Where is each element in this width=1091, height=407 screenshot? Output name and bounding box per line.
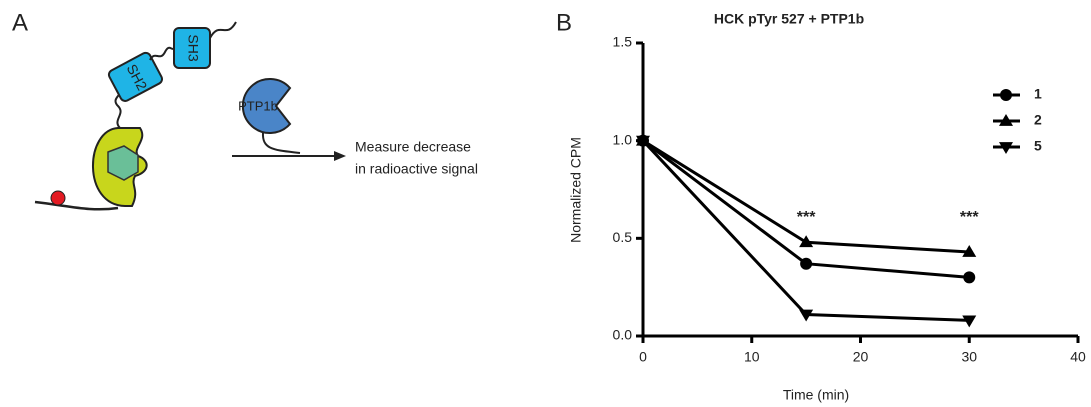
readout-text: in radioactive signal [355,161,478,177]
data-point [962,245,977,257]
diagram: SH2 SH3 PTP1b Measure decrease in radioa… [34,21,478,211]
enzyme-label: PTP1b [238,98,278,113]
y-tick-label: 1.5 [613,34,633,50]
x-tick-label: 20 [853,349,869,365]
y-axis-label: Normalized CPM [568,137,584,243]
connector [261,132,301,154]
panel-label: A [12,9,28,36]
annotation: *** [960,209,979,226]
linker [34,200,119,211]
sh3-domain [173,27,211,69]
y-tick-label: 1.0 [613,131,633,147]
tail [209,21,237,39]
data-point [963,271,976,284]
phospho-site [50,190,66,206]
legend-marker [999,114,1013,126]
y-tick-label: 0.5 [613,229,633,245]
x-tick-label: 0 [639,349,647,365]
sh2-domain [107,51,163,102]
data-point [799,235,814,248]
data-point [636,135,650,148]
plot: 0.0 0.5 1.0 1.5 0 10 20 30 40 1 2 5 *** *** [613,34,1086,365]
sh2-box: SH2 [107,51,163,102]
legend-label: 1 [1034,86,1042,102]
arrow-head [334,151,346,161]
linker [149,45,177,61]
panel-label: B [556,9,572,36]
x-tick-label: 30 [961,349,977,365]
data-point [962,315,977,328]
x-tick-label: 10 [744,349,760,365]
legend-marker [1000,89,1012,101]
series-line [641,139,970,322]
readout-text: Measure decrease [355,139,471,155]
y-tick-label: 0.0 [613,327,633,343]
hexagon [107,145,139,181]
annotation: *** [797,209,816,226]
legend-label: 5 [1034,138,1042,154]
domain-label: SH3 [185,34,201,61]
data-point [799,309,814,322]
chart-title: HCK pTyr 527 + PTP1b [714,11,864,27]
legend-label: 2 [1034,112,1042,128]
data-point [800,257,813,270]
x-axis-label: Time (min) [783,387,849,403]
legend-marker [999,142,1013,154]
x-tick-label: 40 [1070,349,1086,365]
ptp1b-shape [241,78,292,134]
